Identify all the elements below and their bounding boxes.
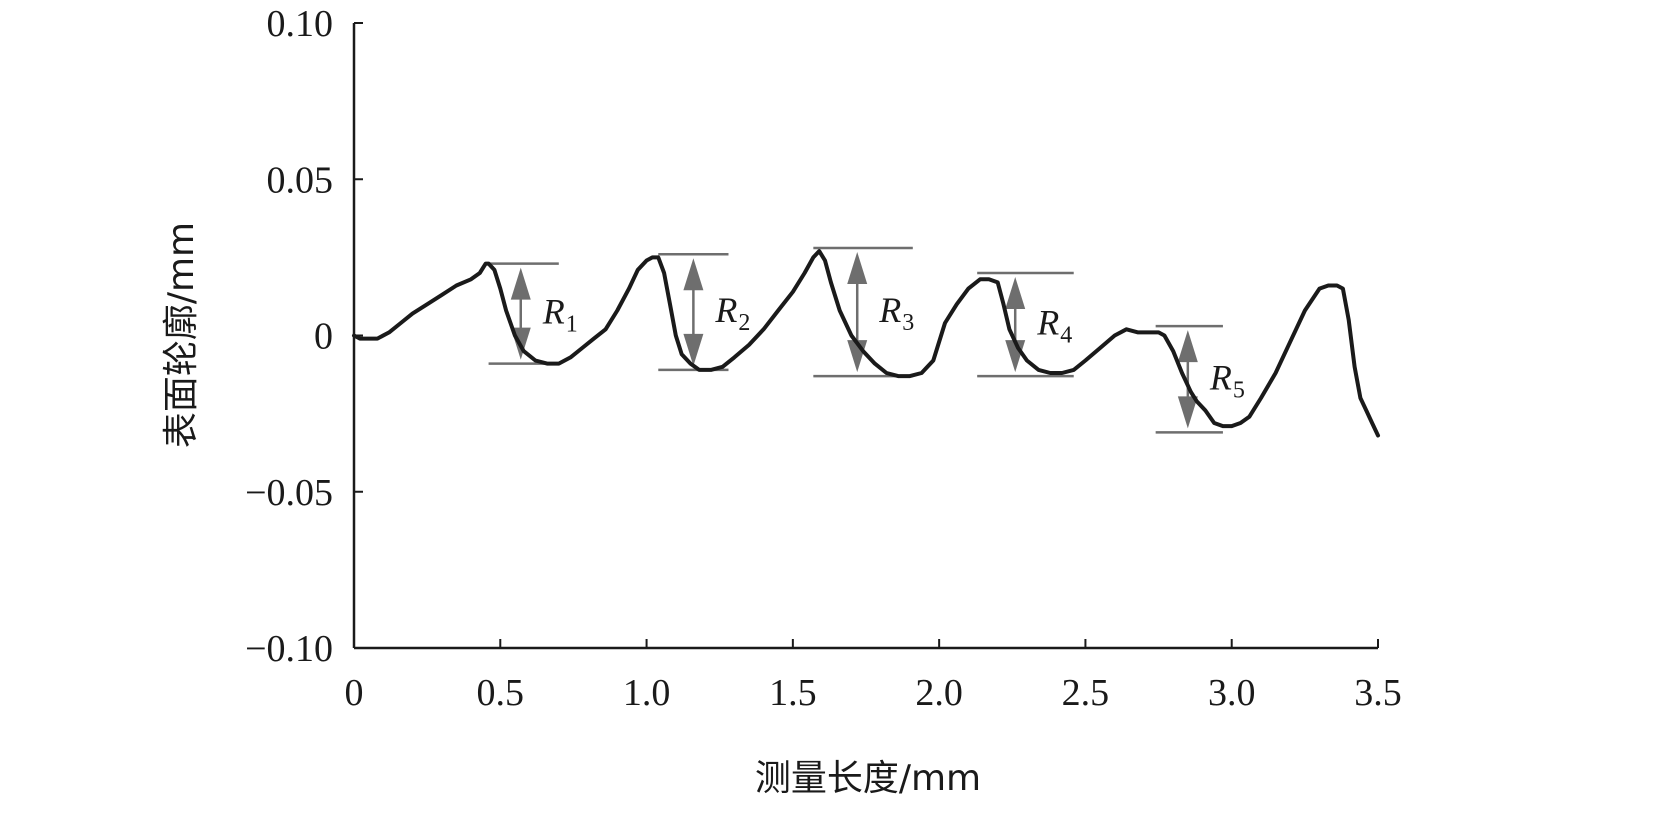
x-tick-label: 1.0 <box>623 672 671 714</box>
arrow-up-icon <box>683 258 704 291</box>
annotation-label: R <box>878 290 901 330</box>
arrow-up-icon <box>510 267 531 300</box>
arrow-down-icon <box>1177 396 1198 429</box>
y-axis-title: 表面轮廓/mm <box>161 222 202 448</box>
tick-labels: 0.10 0.05 0 −0.05 −0.10 0 0.5 1.0 1.5 2.0 2.5 3.0 3.… <box>245 3 1402 714</box>
annotation-subscript: 4 <box>1060 323 1072 349</box>
annotation-label: R <box>1036 303 1059 343</box>
y-tick-label: 0.05 <box>267 159 334 201</box>
annotation-subscript: 2 <box>738 310 750 336</box>
x-tick-label: 3.5 <box>1354 672 1402 714</box>
annotation-label: R <box>714 290 737 330</box>
y-tick-label: −0.10 <box>245 628 333 670</box>
annotation-subscript: 5 <box>1233 377 1245 403</box>
x-tick-label: 1.5 <box>769 672 817 714</box>
arrow-up-icon <box>847 252 868 284</box>
annotation-label: R <box>542 292 565 332</box>
y-tick-label: 0.10 <box>267 3 334 45</box>
annotation-subscript: 3 <box>902 310 914 336</box>
series-line <box>352 249 1380 438</box>
axes <box>352 22 1379 650</box>
arrow-up-icon <box>1005 277 1026 309</box>
arrow-down-icon <box>683 333 704 366</box>
y-tick-label: −0.05 <box>245 472 333 514</box>
annotation-subscript: 1 <box>566 312 578 338</box>
x-tick-label: 2.0 <box>915 672 963 714</box>
annotations: R 1 R 2 R 3 R 4R 5 <box>488 246 1245 434</box>
x-tick-label: 2.5 <box>1062 672 1110 714</box>
annotation-label: R <box>1209 357 1232 397</box>
arrow-up-icon <box>1177 330 1198 363</box>
y-tick-label: 0 <box>314 316 333 358</box>
x-tick-label: 3.0 <box>1208 672 1256 714</box>
x-tick-label: 0.5 <box>477 672 525 714</box>
x-tick-label: 0 <box>345 672 364 714</box>
x-axis-title: 测量长度/mm <box>755 758 981 799</box>
series-layer <box>352 249 1380 438</box>
